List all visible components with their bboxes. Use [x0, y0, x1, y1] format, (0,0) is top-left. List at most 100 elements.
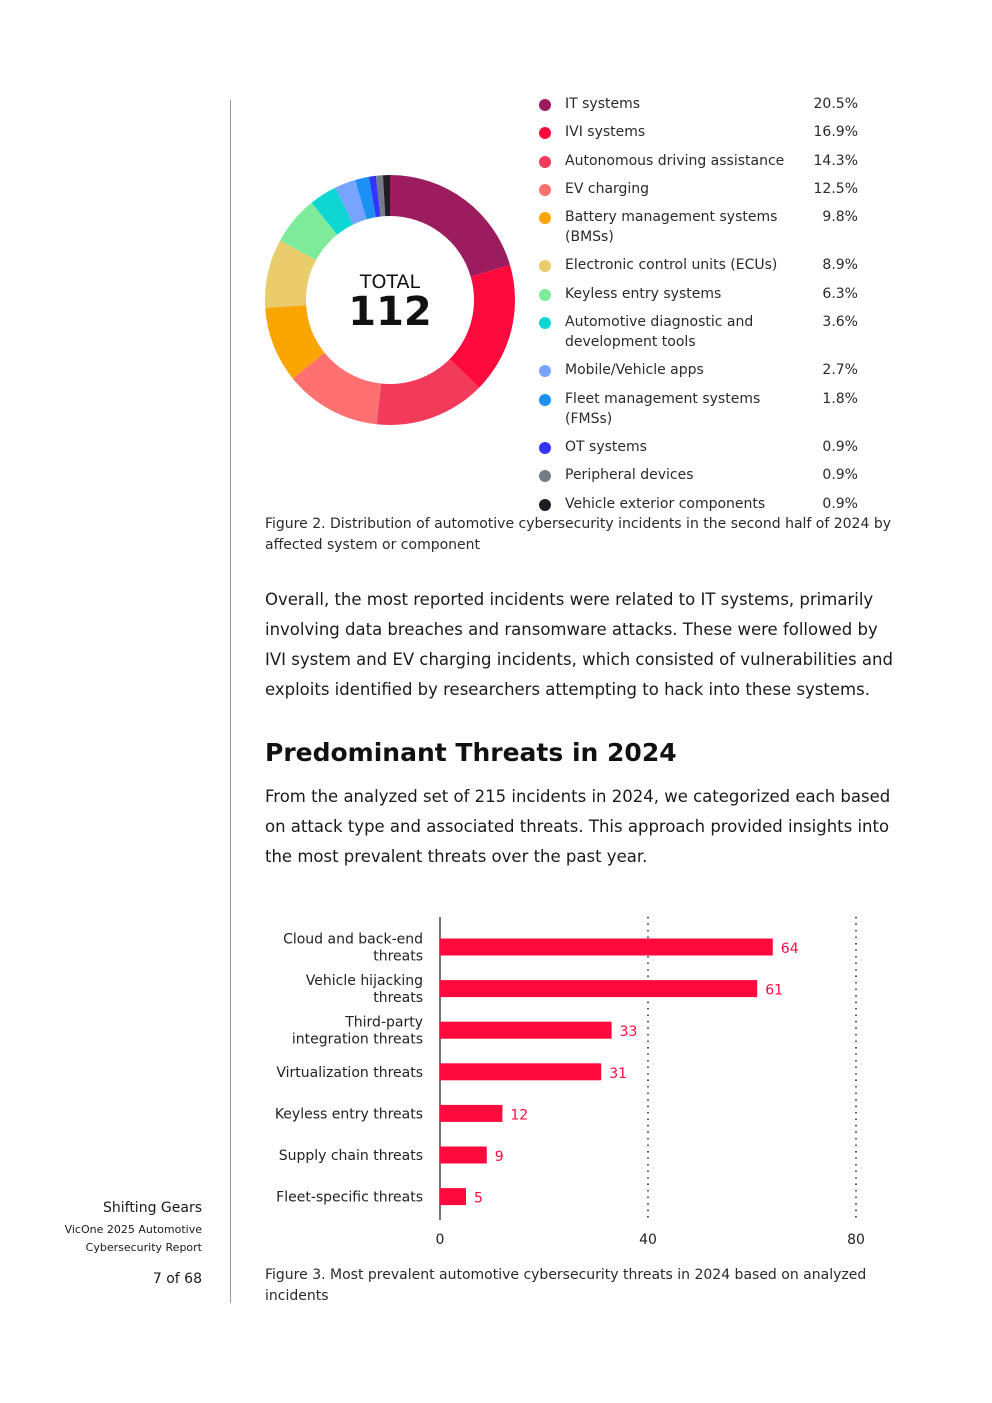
category-label: Virtualization threats	[276, 1065, 423, 1081]
donut-slice-ev-charging	[292, 352, 382, 425]
bar-vehicle-hijacking-threats	[440, 980, 758, 998]
donut-slice-vehicle-exterior-components	[382, 175, 390, 217]
page-divider	[230, 100, 231, 1303]
legend-item-automotive-diagnostic-and-development-tools: Automotive diagnostic and development to…	[538, 312, 858, 352]
legend-dot	[539, 317, 551, 330]
legend-percent: 6.3%	[822, 285, 858, 302]
bar-chart: 64 Cloud and back-end threats 61 Vehicle hij…	[275, 917, 865, 1248]
legend-percent: 0.9%	[822, 467, 858, 484]
legend-percent: 2.7%	[822, 362, 858, 379]
donut-slice-it-systems	[390, 175, 511, 277]
bar-value-label: 5	[474, 1191, 483, 1207]
legend-label: Peripheral devices	[565, 467, 694, 484]
legend-percent: 20.5%	[813, 96, 858, 112]
legend-item-vehicle-exterior-components: Vehicle exterior components 0.9%	[538, 494, 858, 514]
bar-third-party-integration-threats	[440, 1021, 612, 1039]
legend-dot	[539, 288, 551, 301]
bar-value-label: 31	[609, 1066, 627, 1082]
x-tick-label: 80	[847, 1232, 865, 1248]
legend-item-mobile-vehicle-apps: Mobile/Vehicle apps 2.7%	[538, 360, 858, 380]
figure-3-caption: Figure 3. Most prevalent automotive cybe…	[265, 1267, 867, 1304]
legend-dot	[539, 183, 551, 196]
legend-dot	[539, 212, 551, 225]
legend-dot	[539, 441, 551, 454]
legend-percent: 16.9%	[813, 124, 858, 141]
legend-dot	[539, 155, 551, 168]
figure-2-caption: Figure 2. Distribution of automotive cyb…	[265, 516, 891, 553]
donut-slice-autonomous-driving-assistance	[376, 359, 479, 425]
legend-item-it-systems: IT systems 20.5%	[538, 94, 858, 114]
legend-label: Keyless entry systems	[565, 285, 722, 302]
donut-slice-electronic-control-units-ecus	[265, 240, 317, 308]
legend-percent: 1.8%	[822, 390, 858, 407]
donut-center-label: TOTAL	[359, 271, 421, 293]
donut-slice-peripheral-devices	[375, 175, 386, 217]
legend-dot	[539, 470, 551, 483]
legend-percent: 3.6%	[822, 314, 858, 331]
legend-dot	[539, 99, 551, 111]
donut-slice-fleet-management-systems-fmss	[355, 176, 376, 220]
donut-slice-keyless-entry-systems	[280, 202, 338, 260]
legend-label: Automotive diagnostic and development to…	[565, 314, 754, 351]
legend-dot	[539, 127, 551, 140]
legend-item-battery-management-systems-bmss: Battery management systems (BMSs) 9.8%	[538, 207, 858, 247]
bar-value-label: 12	[510, 1107, 528, 1123]
donut-slice-mobile-vehicle-apps	[335, 179, 367, 225]
category-label: Supply chain threats	[279, 1148, 423, 1164]
donut-slice-ot-systems	[368, 175, 381, 218]
donut-legend: IT systems 20.5% IVI systems 16.9% Autonomou…	[538, 94, 858, 522]
legend-label: Electronic control units (ECUs)	[565, 257, 778, 274]
bar-cloud-and-back-end-threats	[440, 938, 773, 956]
report-subtitle-line2: Cybersecurity Report	[85, 1241, 202, 1254]
donut-slice-ivi-systems	[449, 265, 515, 388]
legend-dot	[539, 365, 551, 378]
report-subtitle: VicOne 2025 Automotive Cybersecurity Rep…	[40, 1221, 202, 1257]
category-label: Cloud and back-end threats	[283, 932, 423, 965]
donut-slice-battery-management-systems-bmss	[265, 305, 325, 379]
legend-label: Vehicle exterior components	[565, 495, 766, 512]
legend-percent: 0.9%	[822, 495, 858, 512]
donut-center-value: 112	[348, 289, 432, 335]
legend-percent: 14.3%	[813, 152, 858, 169]
legend-label: Fleet management systems (FMSs)	[565, 390, 761, 427]
bar-virtualization-threats	[440, 1063, 602, 1081]
bar-fleet-specific-threats	[440, 1188, 466, 1206]
legend-label: IVI systems	[565, 124, 646, 141]
legend-label: Mobile/Vehicle apps	[565, 362, 704, 379]
category-label: Vehicle hijacking threats	[306, 973, 423, 1006]
legend-item-ev-charging: EV charging 12.5%	[538, 179, 858, 199]
category-label: Third-party integration threats	[292, 1015, 423, 1048]
legend-dot	[539, 393, 551, 406]
legend-dot	[539, 498, 551, 511]
legend-item-fleet-management-systems-fmss: Fleet management systems (FMSs) 1.8%	[538, 389, 858, 429]
legend-item-electronic-control-units-ecus: Electronic control units (ECUs) 8.9%	[538, 255, 858, 275]
legend-label: Autonomous driving assistance	[565, 152, 785, 169]
report-title: Shifting Gears	[102, 1200, 202, 1216]
category-label: Keyless entry threats	[275, 1106, 423, 1122]
legend-label: OT systems	[565, 438, 647, 455]
bar-keyless-entry-threats	[440, 1104, 503, 1122]
donut-chart: TOTAL 112	[265, 175, 515, 425]
bar-value-label: 64	[781, 941, 799, 957]
legend-percent: 8.9%	[822, 257, 858, 274]
category-label: Fleet-specific threats	[276, 1190, 423, 1206]
page-number: 7 of 68	[152, 1271, 202, 1287]
body-paragraph-2: From the analyzed set of 215 incidents i…	[265, 787, 891, 866]
donut-slice-automotive-diagnostic-and-development-tools	[311, 187, 354, 235]
legend-item-peripheral-devices: Peripheral devices 0.9%	[538, 465, 858, 485]
legend-item-autonomous-driving-assistance: Autonomous driving assistance 14.3%	[538, 151, 858, 171]
x-tick-label: 40	[639, 1232, 657, 1248]
legend-dot	[539, 260, 551, 273]
section-heading: Predominant Threats in 2024	[265, 738, 677, 767]
legend-label: IT systems	[565, 96, 641, 112]
body-paragraph-1: Overall, the most reported incidents wer…	[265, 590, 893, 699]
legend-item-ot-systems: OT systems 0.9%	[538, 437, 858, 457]
legend-label: Battery management systems (BMSs)	[565, 209, 778, 246]
x-tick-label: 0	[436, 1232, 445, 1248]
donut-slices	[265, 175, 515, 425]
report-subtitle-line1: VicOne 2025 Automotive	[64, 1223, 202, 1236]
legend-label: EV charging	[565, 180, 650, 197]
legend-item-ivi-systems: IVI systems 16.9%	[538, 122, 858, 142]
legend-percent: 9.8%	[822, 209, 858, 226]
legend-percent: 0.9%	[822, 438, 858, 455]
